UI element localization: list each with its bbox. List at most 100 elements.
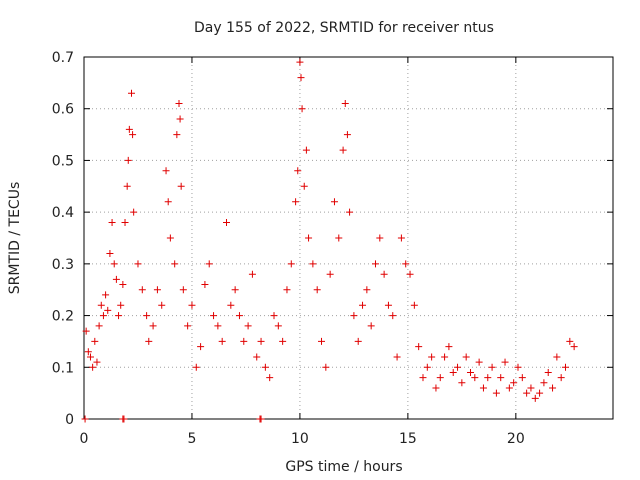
data-point [415,343,423,351]
data-point [205,260,213,268]
data-point [497,374,505,382]
data-points [81,58,578,423]
data-point [339,146,347,154]
data-point [283,286,291,294]
data-point [458,379,466,387]
data-point [514,363,522,371]
data-point [120,415,128,423]
data-point [81,415,89,423]
data-point [454,363,462,371]
data-point [274,322,282,330]
data-point [402,260,410,268]
data-point [501,358,509,366]
data-point [359,301,367,309]
data-point [171,260,179,268]
data-point [462,353,470,361]
data-point [540,379,548,387]
data-point [125,125,133,133]
data-point [86,353,94,361]
data-point [266,374,274,382]
data-point [367,322,375,330]
x-tick-label: 10 [291,431,309,447]
data-point [130,208,138,216]
data-point [192,363,200,371]
data-point [419,374,427,382]
y-tick-label: 0.5 [52,153,74,169]
x-axis-label: GPS time / hours [285,459,402,475]
y-axis-label: SRMTID / TECUs [7,182,23,295]
data-point [184,322,192,330]
data-point [179,286,187,294]
data-point [302,146,310,154]
data-point [492,389,500,397]
axis-ticks: 0 5 10 15 20 0 0.1 0.2 0.3 0.4 0.5 0.6 0.7 [52,50,613,447]
data-point [536,389,544,397]
data-point [544,368,552,376]
data-point [527,384,535,392]
data-point [84,348,92,356]
data-point [294,167,302,175]
data-point [298,105,306,113]
data-point [287,260,295,268]
data-point [428,353,436,361]
data-point [244,322,252,330]
data-point [449,368,457,376]
data-point [99,312,107,320]
data-point [505,384,513,392]
data-point [330,198,338,206]
data-point [175,100,183,108]
data-point [371,260,379,268]
data-point [380,270,388,278]
y-tick-label: 0.3 [52,257,74,273]
data-point [112,275,120,283]
data-point [235,312,243,320]
data-point [106,250,114,258]
data-point [149,322,157,330]
data-point [346,208,354,216]
data-point [227,301,235,309]
data-point [384,301,392,309]
data-point [475,358,483,366]
data-point [164,198,172,206]
data-point [177,182,185,190]
data-point [406,270,414,278]
data-point [296,58,304,66]
data-point [134,260,142,268]
data-point [397,234,405,242]
y-tick-label: 0.7 [52,50,74,66]
data-point [138,286,146,294]
data-point [479,384,487,392]
grid-lines [84,57,613,419]
y-tick-label: 0.4 [52,205,74,221]
data-point [145,337,153,345]
data-point [89,363,97,371]
data-point [292,198,300,206]
y-tick-label: 0.2 [52,309,74,325]
data-point [166,234,174,242]
data-point [231,286,239,294]
data-point [484,374,492,382]
data-point [223,218,231,226]
data-point [270,312,278,320]
data-point [197,343,205,351]
data-point [557,374,565,382]
data-point [158,301,166,309]
data-point [518,374,526,382]
data-point [91,337,99,345]
data-point [297,74,305,82]
data-point [218,337,226,345]
data-point [257,415,265,423]
chart-title: Day 155 of 2022, SRMTID for receiver ntu… [194,20,494,36]
data-point [343,131,351,139]
data-point [510,379,518,387]
data-point [309,260,317,268]
data-point [108,218,116,226]
data-point [115,312,123,320]
data-point [123,182,131,190]
x-tick-label: 0 [80,431,89,447]
data-point [531,394,539,402]
data-point [441,353,449,361]
data-point [97,301,105,309]
data-point [410,301,418,309]
data-point [488,363,496,371]
